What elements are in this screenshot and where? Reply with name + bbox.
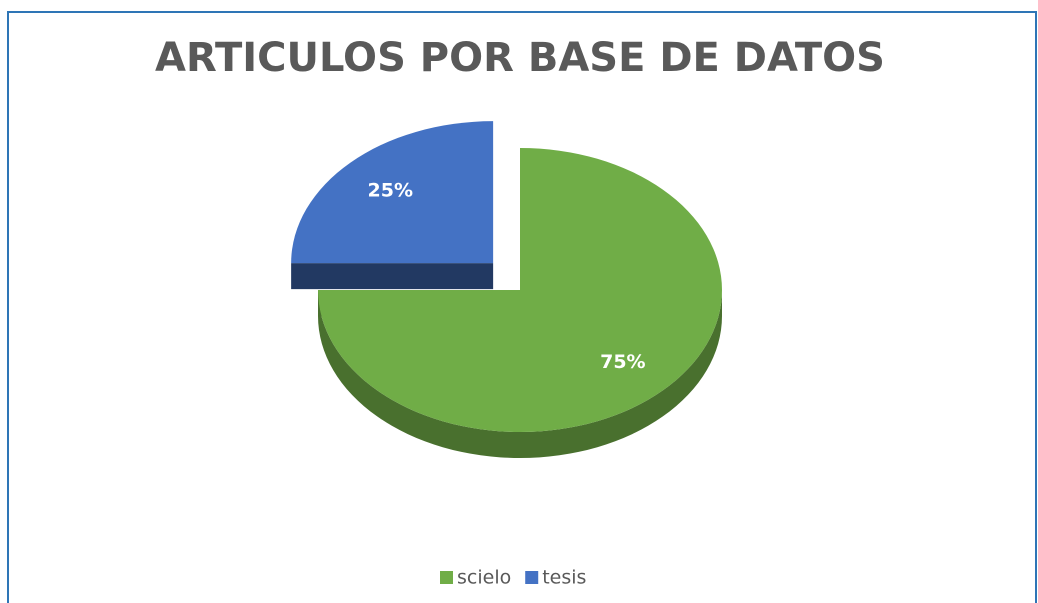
chart-title: ARTICULOS POR BASE DE DATOS [155, 35, 885, 81]
slice-side [318, 290, 722, 458]
legend-swatch [440, 571, 453, 584]
data-label: 75% [600, 351, 645, 373]
legend-label: scielo [457, 567, 511, 589]
data-label: 25% [368, 179, 413, 201]
slice-edge-wall [291, 263, 494, 290]
slice [291, 121, 494, 264]
legend-swatch [525, 571, 539, 584]
frame [7, 11, 1037, 603]
slice [318, 148, 722, 432]
legend-label: tesis [542, 567, 586, 589]
